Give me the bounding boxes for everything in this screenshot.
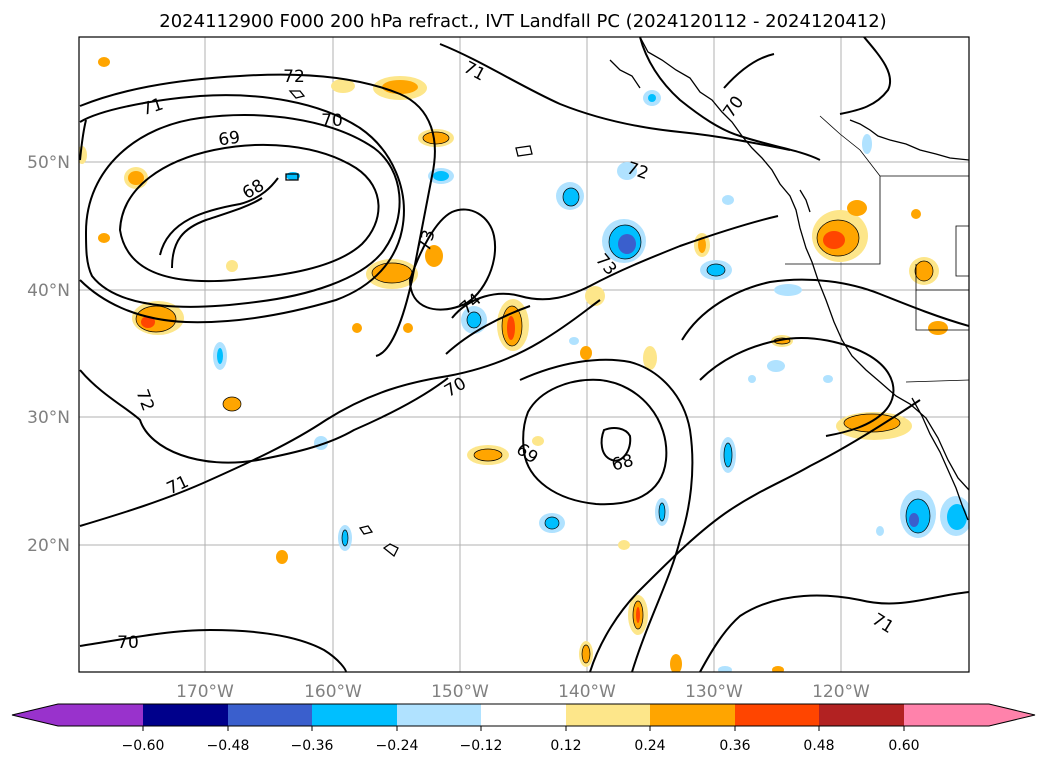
lon-label: 120°W (812, 682, 870, 702)
lon-label: 140°W (558, 682, 616, 702)
hawaii-maui (358, 525, 374, 535)
longitude-labels: 170°W 160°W 150°W 140°W 130°W 120°W (176, 682, 870, 702)
state-borders (785, 115, 969, 383)
colorbar-extend-high (989, 704, 1035, 726)
colorbar-tick-label: −0.36 (291, 738, 334, 754)
border-bc (819, 115, 881, 177)
colorbar-tick-label: 0.48 (803, 738, 834, 754)
contour-71-east-south (589, 399, 921, 672)
colorbar-tick-label: 0.60 (888, 738, 919, 754)
contour-69-east (522, 378, 668, 506)
coastlines (285, 37, 969, 558)
colorbar-ticks (142, 726, 905, 731)
lon-label: 150°W (431, 682, 489, 702)
contour-label: 70 (117, 633, 139, 653)
hawaii-big-island (382, 543, 399, 558)
contour-ne-loop (839, 37, 892, 115)
island-small (515, 145, 533, 157)
coast-north-america (639, 37, 969, 491)
contour-label: 70 (321, 111, 343, 131)
colorbar-extend-low (12, 704, 58, 726)
map-panel: 72 71 70 69 68 73 74 70 69 68 72 71 70 7… (78, 36, 970, 673)
contour-70-south (79, 628, 347, 672)
contour-label: 69 (217, 128, 241, 151)
contour-70-east (519, 358, 694, 672)
colorbar-segment (58, 704, 143, 726)
colorbar-segment (819, 704, 904, 726)
island-aleutian (285, 173, 299, 181)
colorbar-tick-label: 0.36 (719, 738, 750, 754)
colorbar-segment (312, 704, 397, 726)
colorbar-tick-label: −0.12 (460, 738, 503, 754)
colorbar-tick-label: 0.12 (550, 738, 581, 754)
colorbar-segment (143, 704, 228, 726)
colorbar-tick-label: 0.24 (634, 738, 665, 754)
contour-68-a (171, 197, 263, 269)
border-mexico (905, 379, 969, 383)
colorbar-segment (481, 704, 566, 726)
coast-baja (911, 397, 969, 521)
border-utah (955, 225, 969, 277)
border-idaho-oregon (785, 176, 881, 265)
contour-71-south (79, 299, 601, 527)
latitude-labels: 50°N 40°N 30°N 20°N (27, 153, 70, 556)
colorbar-segment (904, 704, 989, 726)
colorbar-segment (566, 704, 650, 726)
colorbar: −0.60 −0.48 −0.36 −0.24 −0.12 0.12 0.24 … (11, 703, 1036, 754)
contour-68-east (600, 427, 632, 462)
contour-71-north (439, 43, 791, 151)
lon-label: 170°W (176, 682, 234, 702)
colorbar-tick-label: −0.60 (122, 738, 165, 754)
lon-label: 160°W (304, 682, 362, 702)
contour-73-east (451, 215, 779, 319)
coast-vancouver (799, 189, 811, 213)
contour-69-west (118, 143, 380, 283)
contour-71-southeast (699, 591, 969, 672)
contour-72-south (79, 369, 449, 464)
map-frame (78, 36, 970, 673)
contour-edge-west (79, 119, 87, 161)
figure-title: 2024112900 F000 200 hPa refract., IVT La… (159, 11, 886, 32)
coast-alaska-islands (609, 59, 641, 89)
contour-72-west (79, 73, 436, 357)
colorbar-segment (228, 704, 312, 726)
lat-label: 50°N (27, 153, 70, 173)
lat-label: 30°N (27, 408, 70, 428)
refractivity-contours (79, 37, 969, 672)
colorbar-outline (11, 703, 1036, 727)
colorbar-segment (735, 704, 819, 726)
colorbar-segment (650, 704, 735, 726)
map-background (79, 37, 969, 672)
contour-73-far-east (681, 278, 969, 341)
contour-68-west (159, 177, 279, 256)
gridlines (79, 37, 969, 672)
colorbar-tick-label: −0.48 (207, 738, 250, 754)
colorbar-segment (397, 704, 481, 726)
contour-74 (445, 305, 531, 355)
contour-70-west (84, 114, 401, 308)
island-alaska (288, 90, 306, 99)
contour-70-ne (723, 53, 775, 89)
border-nevada (915, 264, 969, 331)
lon-label: 130°W (685, 682, 743, 702)
contour-label: 72 (283, 67, 305, 87)
contour-73-center (408, 208, 497, 311)
lat-label: 40°N (27, 281, 70, 301)
colorbar-tick-label: −0.24 (376, 738, 419, 754)
contour-72-east (699, 337, 895, 437)
contour-71-west (79, 94, 405, 324)
lat-label: 20°N (27, 536, 70, 556)
coast-interior (849, 119, 969, 161)
